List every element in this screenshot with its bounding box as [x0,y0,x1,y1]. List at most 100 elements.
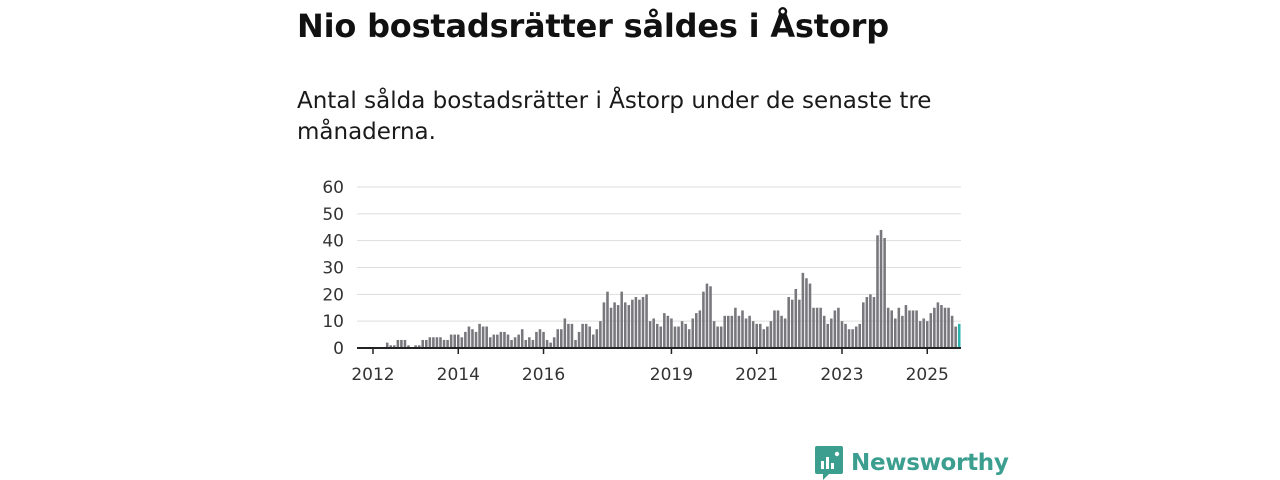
x-tick-label: 2014 [437,365,480,385]
brand-logo[interactable]: Newsworthy [815,446,1009,480]
bar [815,307,819,348]
bar [471,329,474,348]
bar [393,345,396,348]
bar [847,329,851,348]
bar [730,315,734,348]
bar [695,313,698,348]
bar [620,291,623,348]
bar [560,329,563,348]
bar [727,315,730,348]
bar [783,318,787,348]
bar [478,323,481,348]
bar [609,307,613,348]
bar [488,337,492,348]
bar [435,337,439,348]
bar [442,339,446,348]
bar [616,305,620,348]
bar [922,318,925,348]
bar [577,331,581,348]
bar [474,331,478,348]
bar [936,302,940,348]
bar [677,326,680,348]
bar [623,302,627,348]
bar [467,326,471,348]
bar [940,305,943,348]
bar [780,315,783,348]
bar [428,337,432,348]
bar [744,318,748,348]
bar [552,337,556,348]
y-tick-label: 60 [322,178,344,198]
bar [762,329,766,348]
bar [890,310,893,348]
bar [734,307,737,348]
bar [929,313,933,348]
bar [858,323,862,348]
bar [755,323,758,348]
bar [481,326,485,348]
x-tick-label: 2016 [522,365,565,385]
bar [712,321,716,348]
bar [787,297,790,348]
bar [812,307,815,348]
bar [719,326,723,348]
bar [570,323,574,348]
bar [432,337,435,348]
bar [503,331,506,348]
bar [933,307,936,348]
bar [925,321,929,348]
bar [460,337,464,348]
bar [645,294,648,348]
bar [499,331,503,348]
bar [414,345,417,348]
bar [407,345,410,348]
y-tick-label: 10 [322,312,344,332]
bar [595,329,599,348]
bar [453,334,456,348]
bar [911,310,915,348]
y-tick-label: 50 [322,205,344,225]
bar [883,237,886,348]
bar [684,323,687,348]
bar [655,323,659,348]
bar [520,329,524,348]
bar [790,299,794,348]
bar [663,313,666,348]
x-tick-label: 2012 [351,365,394,385]
bar [446,339,449,348]
bar [826,323,830,348]
bar [691,318,695,348]
bar [567,323,570,348]
y-tick-label: 30 [322,259,344,279]
bar [869,294,872,348]
bar [464,331,467,348]
bar [535,331,538,348]
bar [513,337,517,348]
bar [950,315,954,348]
bar [456,334,460,348]
bar [542,331,545,348]
bar [641,297,645,348]
bar [947,307,950,348]
bar [574,339,577,348]
bar [723,315,727,348]
bar [602,302,606,348]
bar [737,315,741,348]
bar [599,321,602,348]
bar [776,310,780,348]
bar [613,302,616,348]
x-tick-label: 2023 [820,365,863,385]
bar [634,297,638,348]
bar [915,310,918,348]
bar [528,337,531,348]
x-tick-label: 2019 [650,365,693,385]
bar [492,334,496,348]
bar-highlight [957,323,961,348]
bar [584,323,588,348]
bar [851,329,854,348]
bar [822,315,826,348]
bar [702,291,705,348]
bar [606,291,609,348]
bar [904,305,908,348]
